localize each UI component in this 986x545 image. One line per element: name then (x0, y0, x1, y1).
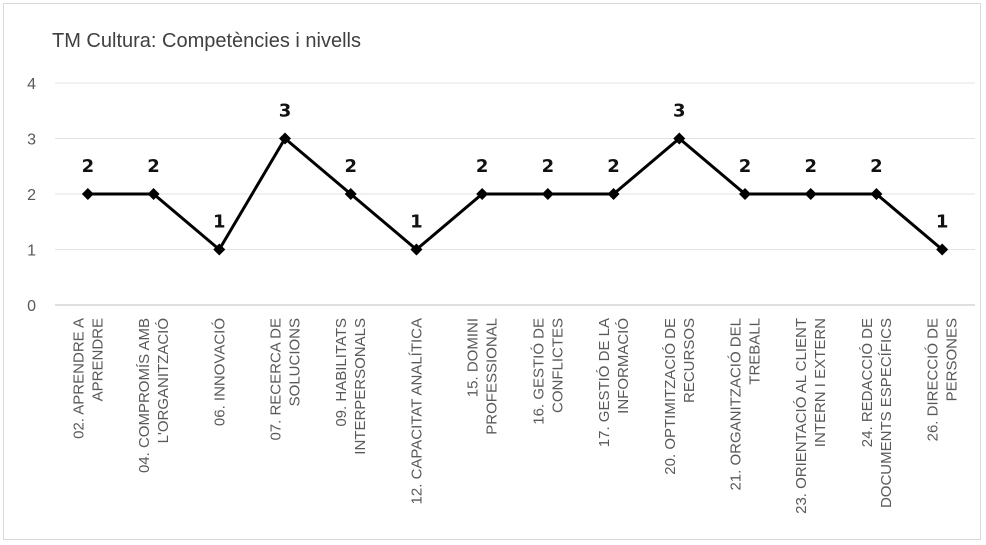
data-label: 1 (410, 212, 423, 233)
chart-title: TM Cultura: Competències i nivells (52, 30, 361, 52)
x-tick-label: 12. CAPACITAT ANALÍTICA (408, 318, 425, 504)
data-label: 3 (673, 101, 686, 122)
x-tick-label-line: PROFESSIONAL (484, 318, 501, 435)
data-point (81, 188, 94, 200)
x-tick-label: 17. GESTIÓ DE LA INFORMACIÓ (596, 318, 632, 447)
x-tick-label-line: 24. REDACCIÓ DE (859, 318, 876, 447)
x-tick-label: 02. APRENDRE A APRENDRE (70, 318, 106, 439)
x-tick-label: 15. DOMINI PROFESSIONAL (465, 318, 501, 435)
x-tick-label-line: 20. OPTIMITZACIÓ DE (662, 318, 679, 475)
data-label: 3 (279, 101, 292, 122)
data-label: 2 (147, 156, 160, 177)
data-label: 2 (804, 156, 817, 177)
x-tick-label: 24. REDACCIÓ DE DOCUMENTS ESPECÍFICS (859, 318, 895, 508)
x-tick-label-line: INTERN I EXTERN (812, 318, 829, 447)
data-point (739, 188, 751, 200)
data-label: 2 (607, 156, 620, 177)
x-tick-label-line: DOCUMENTS ESPECÍFICS (878, 318, 895, 508)
x-tick-label-line: 21. ORGANITZACIÓ DEL (728, 318, 745, 491)
x-tick-label-line: 26. DIRECCIÓ DE (925, 318, 942, 441)
data-point (870, 188, 883, 200)
x-tick-label-line: 09. HABILITATS (333, 318, 350, 427)
x-axis-ticks: 02. APRENDRE A APRENDRE 04. COMPROMÍS AMB L… (70, 318, 960, 514)
data-point (279, 132, 291, 145)
x-tick-label-line: 16. GESTIÓ DE (530, 318, 547, 425)
y-tick-label: 0 (27, 298, 36, 315)
x-tick-label-line: 15. DOMINI (465, 318, 482, 397)
x-tick-label-line: 02. APRENDRE A (70, 318, 87, 439)
data-point (344, 188, 357, 200)
x-tick-label: 21. ORGANITZACIÓ DEL TREBALL (728, 318, 764, 491)
data-label: 2 (542, 156, 555, 177)
x-tick-label-line: 04. COMPROMÍS AMB (136, 318, 153, 473)
data-label: 2 (739, 156, 752, 177)
x-tick-label: 09. HABILITATS INTERPERSONALS (333, 318, 369, 455)
data-label: 2 (344, 156, 357, 177)
data-label: 1 (213, 212, 226, 233)
data-point (673, 132, 686, 145)
x-tick-label: 04. COMPROMÍS AMB L'ORGANITZACIÓ (136, 318, 172, 473)
y-tick-label: 3 (27, 132, 36, 149)
x-tick-label: 06. INNOVACIÓ (211, 318, 228, 426)
x-tick-label-line: PERSONES (944, 318, 961, 401)
y-tick-label: 2 (27, 187, 36, 204)
x-tick-label-line: TREBALL (747, 318, 764, 385)
y-axis-ticks: 0 1 2 3 4 (27, 76, 36, 315)
x-tick-label: 20. OPTIMITZACIÓ DE RECURSOS (662, 318, 698, 475)
data-point (147, 188, 160, 200)
data-point (936, 243, 949, 256)
data-label: 2 (870, 156, 883, 177)
x-tick-label: 23. ORIENTACIÓ AL CLIENT INTERN I EXTERN (793, 318, 829, 514)
data-label: 1 (936, 212, 949, 233)
series-layer: 2 2 1 3 2 1 2 2 2 3 2 2 2 1 (80, 99, 950, 256)
x-tick-label-line: CONFLICTES (549, 318, 566, 413)
data-point (541, 188, 554, 200)
x-tick-label-line: SOLUCIONS (287, 318, 304, 406)
x-tick-label-line: RECURSOS (681, 318, 698, 403)
series-line (87, 136, 944, 252)
x-tick-label-line: 12. CAPACITAT ANALÍTICA (408, 318, 425, 504)
x-tick-label-line: INTERPERSONALS (352, 318, 369, 455)
x-tick-label-line: 07. RECERCA DE (268, 318, 285, 441)
data-point (607, 188, 620, 200)
data-point (410, 243, 423, 256)
x-tick-label-line: APRENDRE (89, 318, 106, 401)
x-tick-label-line: INFORMACIÓ (615, 318, 632, 414)
x-tick-label-line: 23. ORIENTACIÓ AL CLIENT (793, 318, 810, 514)
data-label: 2 (82, 156, 95, 177)
x-tick-label: 26. DIRECCIÓ DE PERSONES (925, 318, 961, 441)
x-tick-label-line: 06. INNOVACIÓ (211, 318, 228, 426)
data-point (213, 243, 226, 256)
x-tick-label: 07. RECERCA DE SOLUCIONS (268, 318, 304, 441)
x-tick-label-line: 17. GESTIÓ DE LA (596, 318, 613, 447)
x-tick-label: 16. GESTIÓ DE CONFLICTES (530, 318, 566, 425)
data-point (804, 188, 817, 200)
chart-frame (3, 3, 981, 540)
y-tick-label: 1 (27, 243, 36, 260)
data-point (476, 188, 489, 200)
y-tick-label: 4 (27, 76, 36, 93)
x-tick-label-line: L'ORGANITZACIÓ (155, 318, 172, 443)
data-label: 2 (476, 156, 489, 177)
